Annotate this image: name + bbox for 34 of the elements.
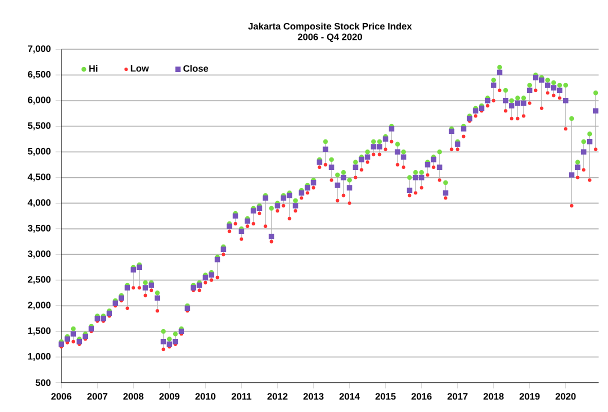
legend-label: Close [183, 64, 208, 72]
x-tick-label: 2020 [556, 393, 576, 400]
x-tick-label: 2019 [520, 393, 540, 400]
legend-label: Hi [89, 64, 98, 72]
x-tick-label: 2017 [448, 393, 468, 400]
x-tick-label: 2016 [411, 393, 432, 400]
y-tick-label: 1,500 [28, 327, 51, 336]
y-tick-label: 3,000 [28, 250, 51, 258]
x-tick-label: 2010 [195, 393, 216, 400]
y-tick-label: 6,000 [28, 96, 51, 105]
y-tick-label: 2,500 [28, 276, 51, 284]
x-tick-label: 2008 [123, 393, 144, 400]
x-tick-label: 2015 [375, 393, 396, 400]
y-tick-label: 1,000 [28, 353, 51, 362]
x-tick-label: 2014 [339, 393, 360, 400]
y-tick-label: 6,500 [28, 71, 51, 79]
chart-subtitle: 2006 - Q4 2020 [298, 34, 362, 42]
x-tick-label: 2009 [159, 393, 180, 400]
y-tick-label: 5,000 [28, 148, 51, 156]
y-tick-label: 4,500 [28, 174, 51, 182]
x-tick-label: 2011 [232, 393, 252, 400]
x-tick-label: 2006 [51, 393, 72, 400]
y-tick-label: 5,500 [28, 122, 51, 130]
x-tick-label: 2018 [484, 393, 504, 400]
x-tick-label: 2012 [267, 393, 288, 400]
y-tick-label: 500 [36, 379, 51, 386]
x-tick-label: 2007 [87, 393, 108, 400]
legend-label: Low [130, 65, 149, 72]
y-tick-label: 7,000 [28, 45, 51, 54]
chart-title: Jakarta Composite Stock Price Index [248, 22, 412, 32]
y-tick-label: 4,000 [28, 199, 51, 208]
y-tick-label: 3,500 [28, 224, 51, 233]
x-tick-label: 2013 [303, 393, 324, 400]
y-tick-label: 2,000 [28, 302, 51, 310]
